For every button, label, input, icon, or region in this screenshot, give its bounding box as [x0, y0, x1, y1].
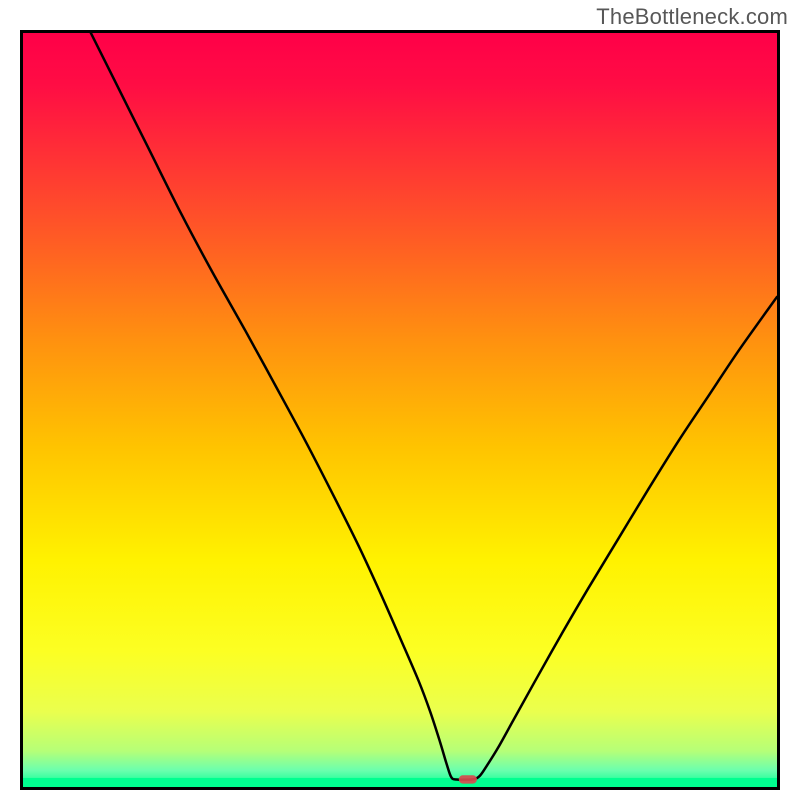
bottleneck-chart-svg [23, 33, 777, 787]
watermark-text: TheBottleneck.com [596, 4, 788, 30]
minimum-marker [459, 775, 477, 783]
gradient-bottom-band [23, 778, 777, 787]
gradient-background [23, 33, 777, 787]
plot-area [20, 30, 780, 790]
chart-frame: TheBottleneck.com [0, 0, 800, 800]
